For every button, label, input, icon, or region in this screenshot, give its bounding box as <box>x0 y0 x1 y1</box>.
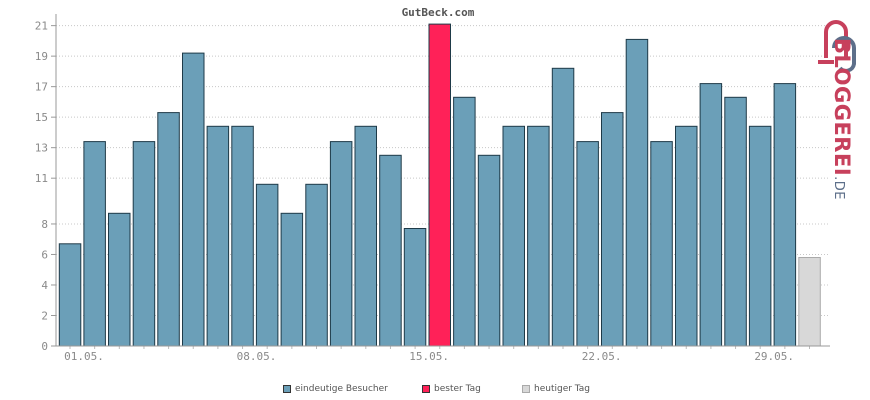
bar-12 <box>329 141 353 347</box>
x-tick-label: 15.05. <box>409 350 449 363</box>
bloggerei-wordmark: BLOGGEREI.DE <box>830 38 854 222</box>
bar-14 <box>379 154 402 347</box>
y-tick-label: 0 <box>41 340 48 353</box>
bar-26 <box>675 125 698 347</box>
bar-15 <box>403 228 427 347</box>
brand-tld: .DE <box>831 176 846 200</box>
axes: 0 2 4 6 8 11 13 15 17 19 21 01.05. 08.05. 15.05. 22.05… <box>35 14 830 363</box>
legend-label-visitors: eindeutige Besucher <box>295 384 388 394</box>
bar-17 <box>453 96 476 347</box>
legend-label-today: heutiger Tag <box>534 384 591 394</box>
bar-25 <box>650 141 673 347</box>
bar-3 <box>108 212 131 347</box>
x-tick-label: 01.05. <box>64 350 104 363</box>
bar-23 <box>601 112 624 347</box>
bar-27 <box>699 83 723 347</box>
bar-30 <box>773 83 797 347</box>
bar-6 <box>182 52 205 347</box>
bar-22 <box>576 141 599 347</box>
brand-name: BLOGGEREI <box>830 38 854 177</box>
chart-title: GutBeck.com <box>402 6 475 19</box>
y-tick-label: 19 <box>35 50 48 63</box>
y-tick-label: 6 <box>41 248 48 261</box>
y-tick-label: 13 <box>35 142 48 155</box>
bar-1 <box>58 243 82 347</box>
bar-13 <box>354 125 377 347</box>
bar-11 <box>305 183 328 347</box>
legend-swatch-today <box>522 385 530 393</box>
bar-24 <box>625 38 649 347</box>
x-tick-label: 08.05. <box>237 350 277 363</box>
bar-18 <box>477 154 501 347</box>
bar-29 <box>748 125 772 347</box>
legend-swatch-best-day <box>422 385 430 393</box>
y-tick-label: 2 <box>41 309 48 322</box>
bar-19 <box>502 125 525 347</box>
y-tick-label: 4 <box>41 279 48 292</box>
legend-item-visitors: eindeutige Besucher <box>283 384 388 394</box>
bar-28 <box>724 96 747 347</box>
bar-16 <box>428 23 451 347</box>
bar-4 <box>132 141 156 347</box>
bar-7 <box>206 125 230 347</box>
bar-8 <box>231 125 254 347</box>
x-tick-label: 22.05. <box>582 350 622 363</box>
legend: eindeutige Besucher bester Tag heutiger … <box>0 384 870 400</box>
bloggerei-brand: BLOGGEREI.DE <box>816 18 868 218</box>
legend-item-best-day: bester Tag <box>422 384 481 394</box>
y-tick-label: 8 <box>41 218 48 231</box>
legend-label-best-day: bester Tag <box>434 384 481 394</box>
legend-item-today: heutiger Tag <box>522 384 590 394</box>
bar-9 <box>255 183 279 347</box>
y-tick-label: 15 <box>35 111 48 124</box>
x-tick-label: 29.05. <box>754 350 794 363</box>
bar-31 <box>798 257 821 347</box>
bar-10 <box>280 212 304 347</box>
bar-2 <box>83 141 106 347</box>
bars <box>58 23 821 347</box>
y-tick-label: 11 <box>35 172 48 185</box>
y-tick-label: 21 <box>35 20 48 33</box>
bar-20 <box>527 125 550 347</box>
bloggerei-logo-icon <box>818 20 856 73</box>
legend-swatch-visitors <box>283 385 291 393</box>
y-tick-label: 17 <box>35 81 48 94</box>
bar-5 <box>157 112 180 347</box>
bar-21 <box>551 67 575 347</box>
